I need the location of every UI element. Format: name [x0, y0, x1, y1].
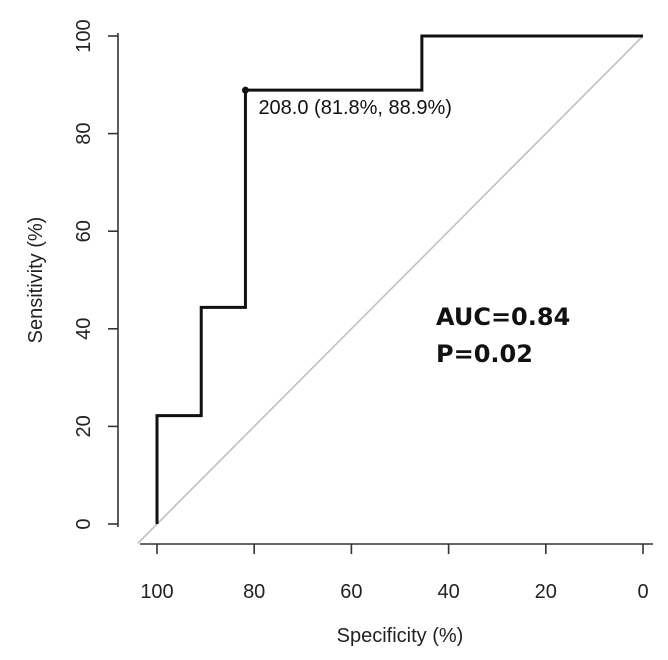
- x-axis-title: Specificity (%): [337, 625, 464, 647]
- y-tick-label: 20: [73, 415, 95, 437]
- reference-diagonal-line: [136, 35, 644, 545]
- y-tick-label: 80: [73, 122, 95, 144]
- x-ticks: 100 80 60 40 20 0: [140, 544, 649, 603]
- y-axis-title: Sensitivity (%): [25, 217, 47, 344]
- x-tick-label: 60: [340, 581, 362, 603]
- y-tick-label: 60: [73, 220, 95, 242]
- x-tick-label: 80: [243, 581, 265, 603]
- x-tick-label: 100: [140, 581, 173, 603]
- threshold-point: [241, 86, 249, 94]
- threshold-label: 208.0 (81.8%, 88.9%): [258, 97, 451, 119]
- y-tick-label: 100: [73, 19, 95, 52]
- y-tick-label: 40: [73, 318, 95, 340]
- axes: 100 80 60 40 20 0 0 20 40 60 80 100: [73, 19, 653, 603]
- auc-text: AUC=0.84: [436, 303, 570, 331]
- x-tick-label: 0: [637, 581, 648, 603]
- x-tick-label: 40: [437, 581, 459, 603]
- series-group: [155, 34, 643, 524]
- roc-curve-line: [155, 34, 643, 524]
- y-tick-label: 0: [73, 518, 95, 529]
- y-ticks: 0 20 40 60 80 100: [73, 19, 118, 530]
- x-tick-label: 20: [535, 581, 557, 603]
- p-value-text: P=0.02: [436, 340, 533, 368]
